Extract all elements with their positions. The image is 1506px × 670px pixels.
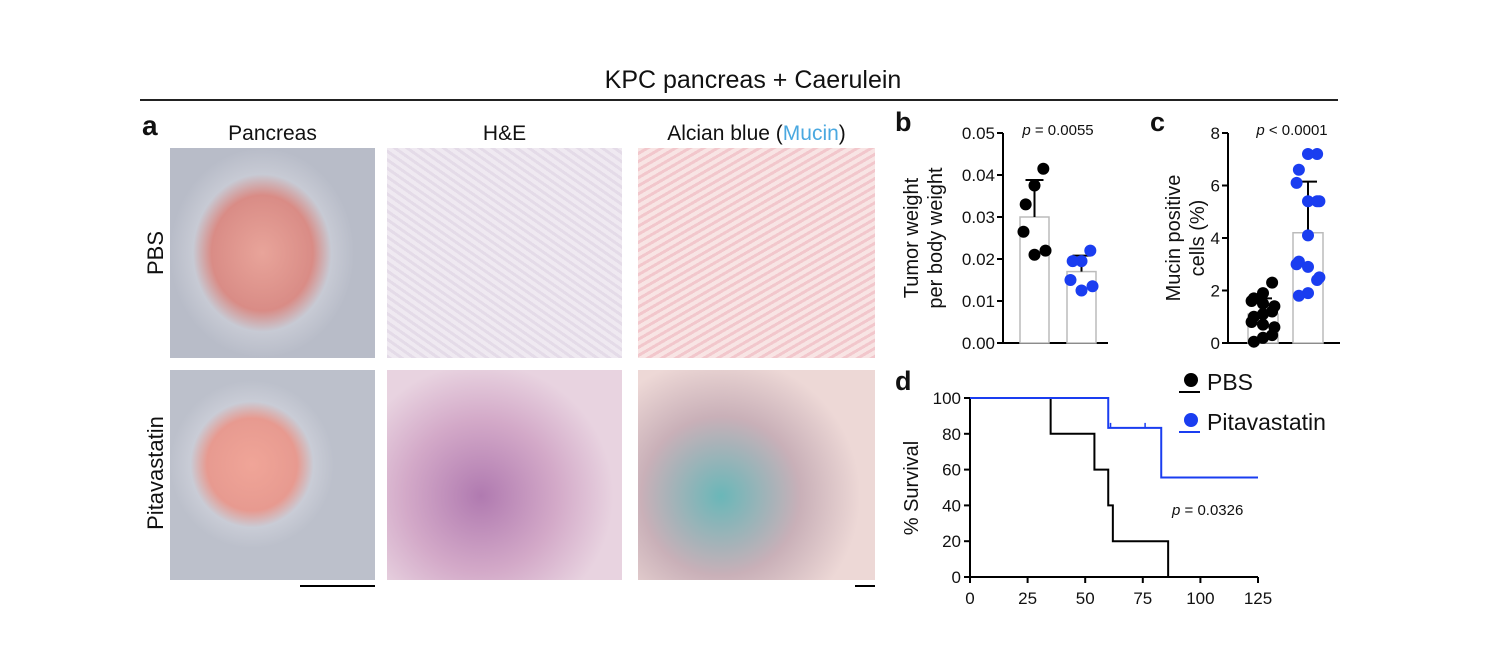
data-point-pbs [1019, 198, 1032, 211]
data-point-pbs [1257, 297, 1269, 310]
survival-curve-pbs [970, 397, 1170, 577]
data-point-pbs [1037, 162, 1050, 175]
legend-marker-pbs [1184, 373, 1198, 387]
panel-label-c: c [1150, 107, 1165, 137]
x-tick-label: 125 [1244, 589, 1272, 608]
y-tick-label: 0.02 [962, 250, 995, 269]
data-point-pitavastatin [1302, 260, 1314, 273]
data-point-pbs [1257, 318, 1269, 331]
data-point-pbs [1247, 335, 1260, 348]
data-point-pbs [1257, 287, 1269, 300]
p-value-annotation: p < 0.0001 [1255, 122, 1327, 139]
data-point-pitavastatin [1064, 274, 1077, 286]
data-point-pitavastatin [1302, 148, 1314, 160]
data-point-pbs [1245, 316, 1258, 328]
y-tick-label: 80 [942, 425, 961, 444]
y-axis-label: Tumor weight [901, 177, 923, 298]
y-axis-label: % Survival [901, 441, 923, 535]
scale-bar-photo [300, 585, 375, 587]
x-tick-label: 75 [1133, 589, 1152, 608]
alcian-label: Alcian blue ( [667, 122, 783, 145]
data-point-pitavastatin [1086, 280, 1099, 293]
survival-curve-pitavastatin [970, 397, 1258, 479]
data-point-pitavastatin [1075, 284, 1088, 297]
x-tick-label: 100 [1186, 589, 1214, 608]
panel-a-label: a [142, 110, 158, 141]
x-tick-label: 25 [1018, 589, 1037, 608]
y-tick-label: 0 [1211, 334, 1220, 353]
y-tick-label: 0.04 [962, 166, 995, 185]
bar-pbs [1019, 216, 1050, 344]
data-point-pbs [1028, 248, 1041, 261]
legend-marker-pitavastatin [1184, 413, 1198, 427]
y-tick-label: 0.03 [962, 208, 995, 227]
legend-label-pitavastatin: Pitavastatin [1207, 409, 1326, 435]
y-axis-label: cells (%) [1187, 200, 1209, 277]
data-point-pitavastatin [1084, 244, 1097, 257]
data-point-pitavastatin [1311, 274, 1324, 286]
mucin-label: Mucin [782, 122, 839, 145]
col-he: H&E [482, 122, 527, 145]
y-tick-label: 20 [942, 532, 961, 551]
he-image-pitavastatin [387, 370, 622, 580]
data-point-pitavastatin [1302, 229, 1314, 242]
title-rule [140, 99, 1338, 101]
data-point-pitavastatin [1302, 195, 1314, 208]
pancreas-photo-pbs [170, 148, 375, 358]
he-image-pbs [387, 148, 622, 358]
data-point-pitavastatin [1290, 176, 1303, 189]
p-value-annotation: p = 0.0326 [1171, 502, 1243, 519]
pancreas-photo-pitavastatin [170, 370, 375, 580]
col-alcian: Alcian blue (Mucin) [638, 122, 875, 146]
data-point-pitavastatin [1292, 163, 1305, 176]
y-axis-label: Mucin positive [1163, 175, 1185, 302]
alcian-close: ) [838, 122, 846, 145]
data-point-pitavastatin [1292, 289, 1305, 302]
panel-label-d: d [895, 366, 912, 396]
y-tick-label: 0 [952, 568, 961, 587]
x-tick-label: 50 [1076, 589, 1095, 608]
data-point-pbs [1266, 329, 1279, 342]
y-tick-label: 0.05 [962, 124, 995, 143]
legend-label-pbs: PBS [1207, 369, 1253, 395]
y-tick-label: 4 [1211, 229, 1220, 248]
data-point-pbs [1266, 276, 1279, 289]
y-tick-label: 40 [942, 496, 961, 515]
x-tick-label: 0 [965, 589, 974, 608]
col-pancreas: Pancreas [228, 122, 317, 145]
data-point-pitavastatin [1066, 255, 1079, 268]
data-point-pbs [1017, 225, 1030, 238]
y-tick-label: 100 [933, 389, 961, 408]
data-point-pitavastatin [1311, 195, 1324, 208]
y-tick-label: 0.01 [962, 292, 995, 311]
alcian-image-pbs [638, 148, 875, 358]
y-axis-label: per body weight [925, 167, 947, 309]
y-tick-label: 0.00 [962, 334, 995, 353]
data-point-pbs [1245, 295, 1258, 307]
data-point-pitavastatin [1290, 258, 1303, 271]
y-tick-label: 6 [1211, 177, 1220, 196]
y-tick-label: 2 [1211, 282, 1220, 301]
y-tick-label: 8 [1211, 124, 1220, 143]
scale-bar-histology [855, 585, 875, 587]
data-point-pitavastatin [1075, 255, 1088, 268]
alcian-image-pitavastatin [638, 370, 875, 580]
y-tick-label: 60 [942, 461, 961, 480]
data-point-pbs [1257, 331, 1269, 344]
p-value-annotation: p = 0.0055 [1021, 122, 1093, 139]
data-point-pitavastatin [1302, 287, 1314, 300]
data-point-pbs [1028, 179, 1041, 192]
panel-label-b: b [895, 107, 912, 137]
figure-title: KPC pancreas + Caerulein [604, 66, 902, 94]
data-point-pbs [1266, 305, 1279, 318]
data-point-pbs [1039, 244, 1052, 257]
data-point-pitavastatin [1311, 148, 1324, 160]
data-point-pbs [1257, 308, 1269, 321]
